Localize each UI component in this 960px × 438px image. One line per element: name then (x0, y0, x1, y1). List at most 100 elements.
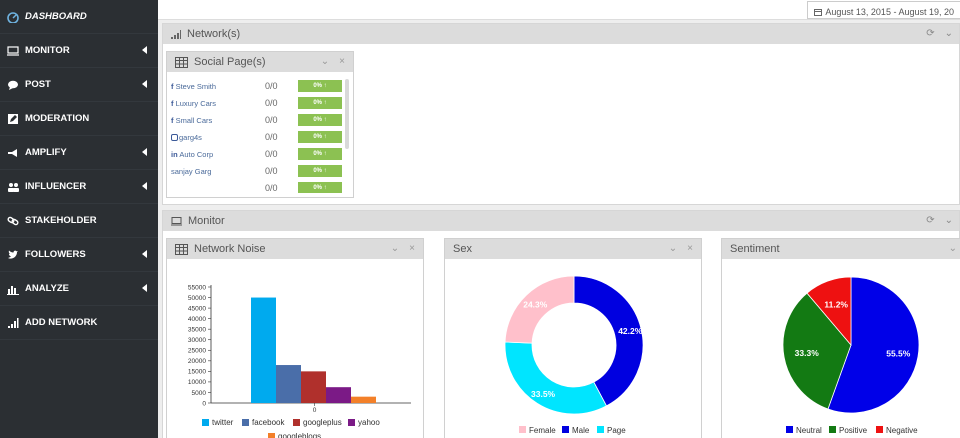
legend-label: googleplus (303, 418, 342, 427)
scrollbar[interactable] (345, 79, 349, 149)
legend-label: Neutral (796, 426, 822, 435)
legend-label: twitter (212, 418, 234, 427)
page-ratio: 0/0 (265, 132, 278, 142)
sidebar-item-followers[interactable]: FOLLOWERS (0, 238, 158, 272)
growth-badge[interactable]: 0% ↑ (298, 165, 342, 177)
list-item: f Small Cars 0/0 0% ↑ (167, 112, 347, 129)
social-page-list: f Steve Smith 0/0 0% ↑ f Luxury Cars 0/0 0% ↑… (167, 78, 347, 193)
sidebar-item-dashboard[interactable]: DASHBOARD (0, 0, 158, 34)
chevron-down-icon[interactable]: ⌄ (390, 243, 400, 254)
legend-label: Negative (886, 426, 918, 435)
link-icon (7, 215, 19, 227)
legend-label: Positive (839, 426, 868, 435)
refresh-icon[interactable]: ⟳ (926, 215, 935, 226)
sidebar-item-analyze[interactable]: ANALYZE (0, 272, 158, 306)
legend-swatch (268, 433, 275, 438)
chevron-down-icon[interactable]: ⌄ (668, 243, 678, 254)
page-name[interactable]: in Auto Corp (171, 150, 214, 159)
date-range-picker[interactable]: August 13, 2015 - August 19, 20 (807, 1, 960, 19)
sidebar-item-label: MODERATION (25, 113, 90, 124)
table-icon (175, 56, 188, 68)
sidebar-item-label: FOLLOWERS (25, 249, 86, 260)
bar-chart-icon (7, 283, 19, 295)
legend-swatch (597, 426, 604, 433)
sidebar-item-label: AMPLIFY (25, 147, 67, 158)
slice-positive (782, 292, 852, 410)
date-range-text: August 13, 2015 - August 19, 20 (825, 6, 954, 17)
legend-label: facebook (252, 418, 285, 427)
sidebar-item-label: ADD NETWORK (25, 317, 98, 328)
sidebar-item-moderation[interactable]: MODERATION (0, 102, 158, 136)
sidebar-item-add-network[interactable]: ADD NETWORK (0, 306, 158, 340)
section-title: Network(s) (187, 28, 241, 40)
sentiment-panel: Sentiment ⌄ 55.5% 33.3% 11.2% Neutral Positi… (721, 238, 960, 438)
growth-badge[interactable]: 0% ↑ (298, 80, 342, 92)
sidebar-item-label: INFLUENCER (25, 181, 87, 192)
close-icon[interactable]: × (687, 243, 693, 254)
network-noise-header: Network Noise ⌄ × (167, 239, 423, 259)
y-tick-label: 30000 (188, 337, 206, 344)
network-noise-panel: Network Noise ⌄ × 0 5000 10000 15000 20000 25… (166, 238, 424, 438)
list-item: in Auto Corp 0/0 0% ↑ (167, 146, 347, 163)
sidebar-item-influencer[interactable]: INFLUENCER (0, 170, 158, 204)
sidebar-item-label: POST (25, 79, 51, 90)
growth-badge[interactable]: 0% ↑ (298, 182, 342, 193)
chevron-down-icon[interactable]: ⌄ (320, 56, 330, 67)
chevron-down-icon[interactable]: ⌄ (948, 243, 957, 254)
caret-left-icon (142, 182, 148, 193)
caret-left-icon (142, 46, 148, 57)
growth-badge[interactable]: 0% ↑ (298, 148, 342, 160)
refresh-icon[interactable]: ⟳ (926, 28, 935, 39)
slice-female (504, 275, 575, 344)
y-tick-label: 50000 (188, 295, 206, 302)
monitor-icon (7, 45, 19, 57)
sidebar-item-post[interactable]: POST (0, 68, 158, 102)
bar-twitter (251, 297, 276, 403)
sidebar-item-label: DASHBOARD (25, 11, 87, 22)
network-section: Network(s) ⟳ ⌄ Social Page(s) ⌄ × f Stev… (162, 23, 960, 205)
page-name[interactable]: f Steve Smith (171, 82, 217, 91)
legend-label: Page (607, 426, 626, 435)
close-icon[interactable]: × (339, 56, 345, 67)
page-name[interactable]: garg4s (171, 133, 202, 142)
users-icon (7, 181, 19, 193)
social-page-panel: Social Page(s) ⌄ × f Steve Smith 0/0 0% ↑ f… (166, 51, 354, 198)
page-name[interactable]: f Small Cars (171, 116, 213, 125)
edit-icon (7, 113, 19, 125)
sex-chart: 42.2% 33.5% 24.3% Female Male Page (504, 275, 644, 435)
growth-badge[interactable]: 0% ↑ (298, 131, 342, 143)
legend-swatch (293, 419, 300, 426)
caret-left-icon (142, 250, 148, 261)
legend-label: googleblogs (278, 432, 321, 438)
sex-header: Sex ⌄ × (445, 239, 701, 259)
close-icon[interactable]: × (409, 243, 415, 254)
legend-label: Male (572, 426, 590, 435)
page-ratio: 0/0 (265, 166, 278, 176)
chevron-down-icon[interactable]: ⌄ (944, 215, 953, 226)
slice-label: 33.5% (531, 389, 556, 399)
page-name[interactable]: f Luxury Cars (171, 99, 217, 108)
chevron-down-icon[interactable]: ⌄ (944, 28, 953, 39)
sidebar-item-monitor[interactable]: MONITOR (0, 34, 158, 68)
y-tick-label: 5000 (192, 390, 207, 397)
facebook-icon: f (171, 82, 174, 91)
growth-badge[interactable]: 0% ↑ (298, 97, 342, 109)
sidebar-item-label: MONITOR (25, 45, 70, 56)
slice-label: 24.3% (523, 300, 548, 310)
y-tick-label: 55000 (188, 284, 206, 291)
bullhorn-icon (7, 147, 19, 159)
legend-swatch (562, 426, 569, 433)
page-name[interactable]: sanjay Garg (171, 167, 212, 176)
growth-badge[interactable]: 0% ↑ (298, 114, 342, 126)
y-tick-label: 25000 (188, 348, 206, 355)
social-page-header: Social Page(s) ⌄ × (167, 52, 353, 72)
sidebar-item-amplify[interactable]: AMPLIFY (0, 136, 158, 170)
slice-negative (806, 276, 852, 347)
sidebar-item-stakeholder[interactable]: STAKEHOLDER (0, 204, 158, 238)
caret-left-icon (142, 148, 148, 159)
y-tick-label: 45000 (188, 305, 206, 312)
legend-label: Female (529, 426, 556, 435)
y-tick-label: 15000 (188, 369, 206, 376)
monitor-icon (171, 216, 182, 225)
network-noise-chart: 0 5000 10000 15000 20000 25000 30000 35000 40000… (188, 284, 411, 438)
